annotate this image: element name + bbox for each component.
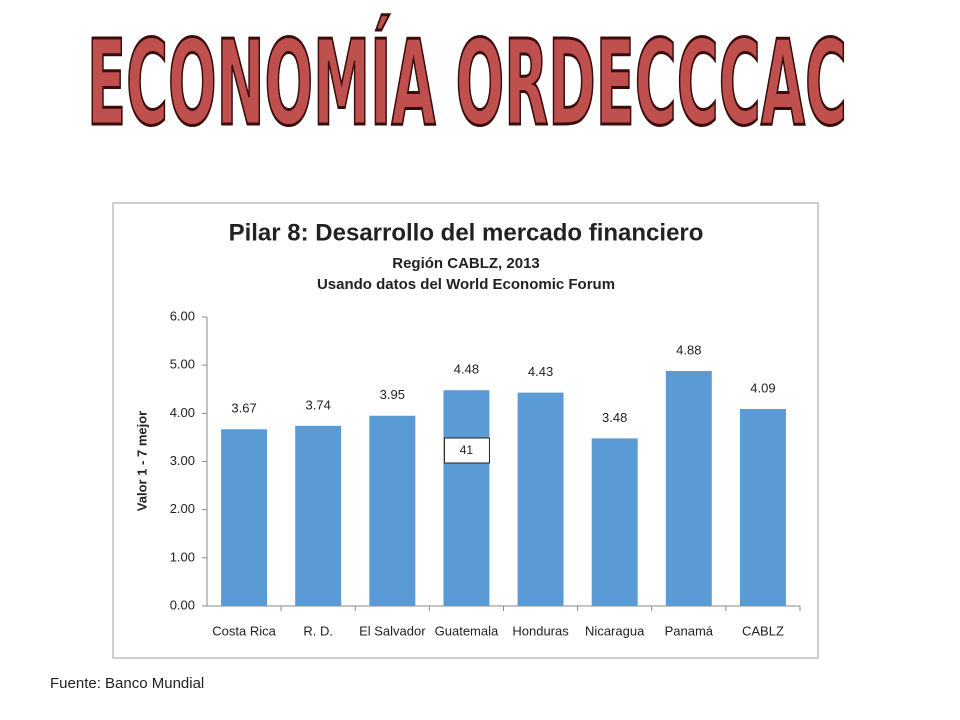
chart-subtitle: Región CABLZ, 2013 [392,255,540,272]
x-tick-label: CABLZ [742,623,784,638]
y-tick-label: 0.00 [170,597,195,612]
annotation: 41 [460,443,474,457]
data-label: 4.43 [528,364,553,379]
bar [739,408,786,606]
source-note: Fuente: Banco Mundial [50,675,204,692]
y-tick-label: 4.00 [170,405,195,420]
data-label: 3.67 [231,401,256,416]
data-label: 4.09 [750,380,775,395]
slide-title: ECONOMÍA ORDECCCAC [87,14,847,152]
y-tick-label: 5.00 [170,357,195,372]
bar [443,390,490,606]
bar [665,370,712,606]
x-tick-label: Honduras [512,623,569,638]
x-tick-label: Costa Rica [212,623,276,638]
y-tick-label: 6.00 [170,308,195,323]
x-tick-label: R. D. [303,623,333,638]
x-tick-label: El Salvador [359,623,426,638]
bar [295,425,342,606]
bar [369,415,416,606]
bar [517,392,564,606]
chart-title: Pilar 8: Desarrollo del mercado financie… [229,219,704,246]
y-axis-label: Valor 1 - 7 mejor [134,411,149,511]
y-tick-label: 2.00 [170,501,195,516]
data-label: 3.74 [306,397,331,412]
data-label: 3.48 [602,410,627,425]
x-tick-label: Panamá [665,623,714,638]
bar [221,429,268,606]
annotation-box [443,437,490,464]
bar [591,438,638,606]
chart-subtitle: Usando datos del World Economic Forum [317,276,615,293]
data-label: 4.88 [676,342,701,357]
data-label: 3.95 [380,387,405,402]
x-tick-label: Nicaragua [585,623,645,638]
y-tick-label: 3.00 [170,453,195,468]
data-label: 4.48 [454,362,479,377]
y-tick-label: 1.00 [170,549,195,564]
x-tick-label: Guatemala [435,623,499,638]
